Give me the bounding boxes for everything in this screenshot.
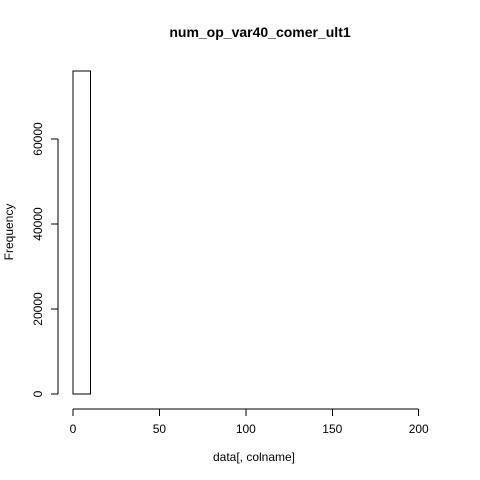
histogram-bar bbox=[72, 70, 91, 395]
x-tick-label: 50 bbox=[153, 422, 167, 436]
x-axis: 0 50 100 150 200 bbox=[70, 408, 429, 436]
y-tick-label: 20000 bbox=[31, 292, 45, 326]
chart-title: num_op_var40_comer_ult1 bbox=[169, 24, 351, 40]
y-tick-label: 40000 bbox=[31, 207, 45, 241]
x-tick-label: 0 bbox=[70, 422, 77, 436]
y-tick-label: 60000 bbox=[31, 122, 45, 156]
y-tick-label: 0 bbox=[31, 390, 45, 397]
x-tick-label: 200 bbox=[409, 422, 429, 436]
x-axis-label: data[, colname] bbox=[213, 450, 295, 464]
x-tick-label: 150 bbox=[322, 422, 342, 436]
x-tick-label: 100 bbox=[236, 422, 256, 436]
bars-group bbox=[72, 70, 91, 395]
y-axis-label: Frequency bbox=[2, 204, 16, 261]
y-axis: 0 20000 40000 60000 bbox=[31, 122, 59, 397]
